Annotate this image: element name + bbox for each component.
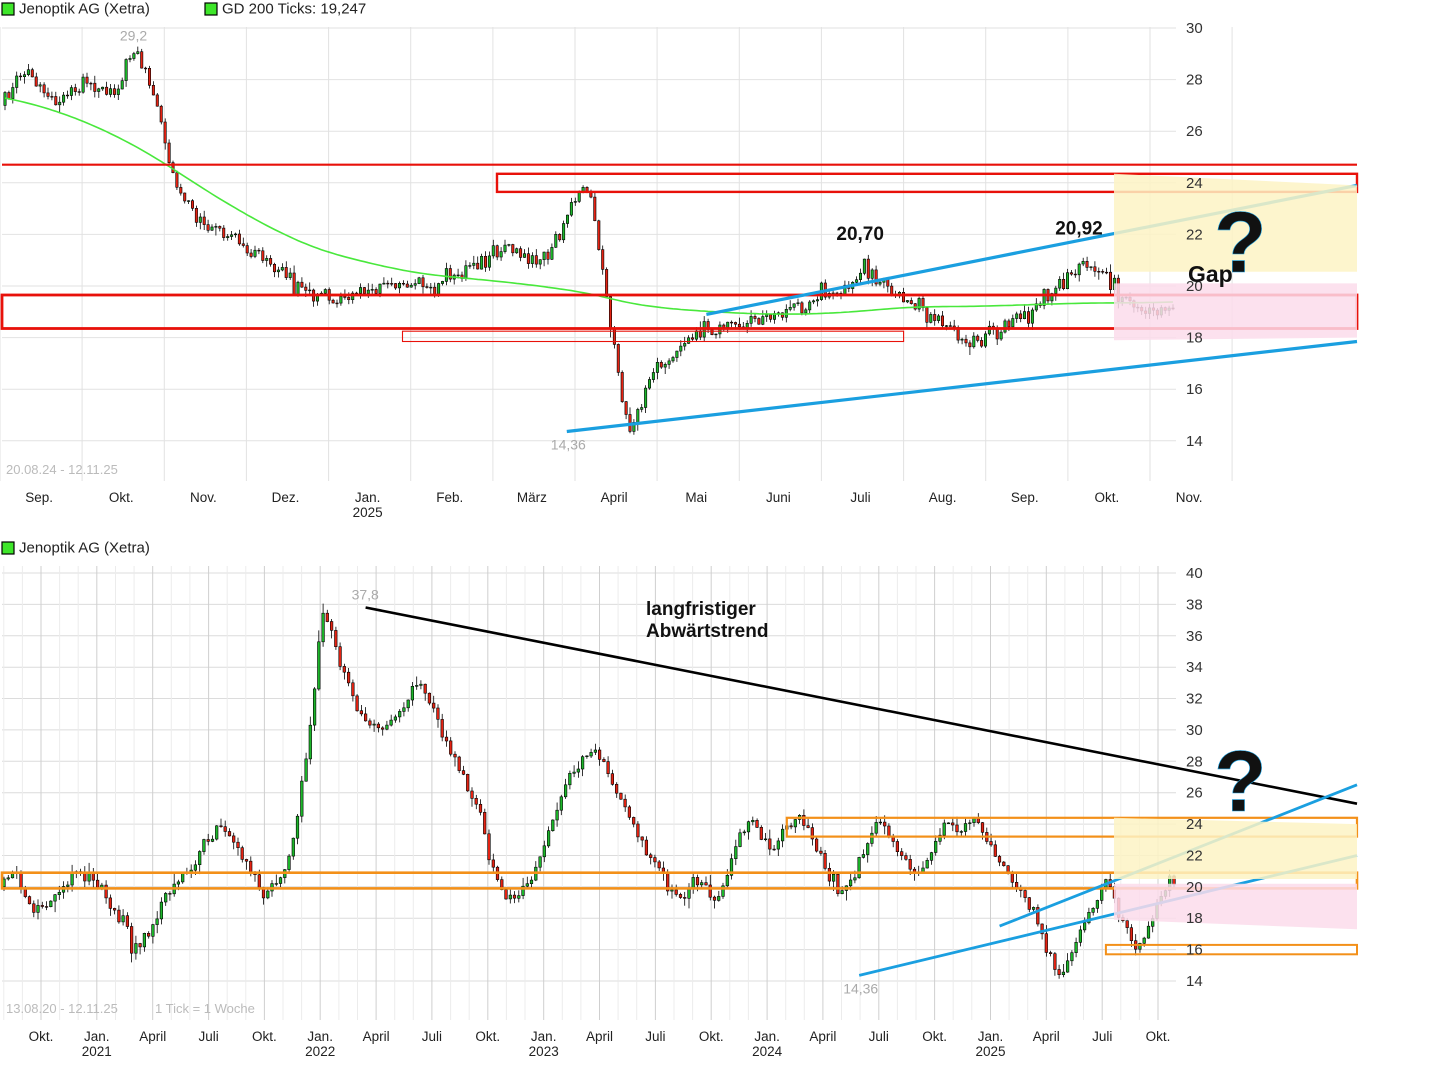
svg-text:April: April (586, 1029, 613, 1044)
svg-text:langfristiger: langfristiger (646, 599, 756, 620)
svg-text:Jan.: Jan. (754, 1029, 780, 1044)
svg-text:24: 24 (1186, 816, 1203, 833)
svg-text:18: 18 (1186, 910, 1203, 927)
svg-text:16: 16 (1186, 942, 1203, 959)
svg-text:Jan.: Jan. (307, 1029, 333, 1044)
svg-text:Dez.: Dez. (272, 490, 300, 505)
svg-text:26: 26 (1186, 123, 1203, 140)
svg-text:18: 18 (1186, 330, 1203, 347)
svg-text:?: ? (1214, 195, 1267, 291)
svg-text:Okt.: Okt. (1146, 1029, 1171, 1044)
svg-text:Jenoptik AG (Xetra): Jenoptik AG (Xetra) (19, 540, 150, 557)
svg-text:Okt.: Okt. (699, 1029, 724, 1044)
svg-text:April: April (1033, 1029, 1060, 1044)
svg-text:Feb.: Feb. (436, 490, 463, 505)
svg-text:22: 22 (1186, 848, 1203, 865)
svg-text:April: April (363, 1029, 390, 1044)
svg-text:Okt.: Okt. (922, 1029, 947, 1044)
svg-text:2025: 2025 (975, 1044, 1005, 1059)
svg-text:34: 34 (1186, 659, 1203, 676)
svg-text:20: 20 (1186, 879, 1203, 896)
svg-text:37,8: 37,8 (352, 587, 379, 603)
svg-text:2025: 2025 (353, 505, 383, 520)
svg-text:April: April (139, 1029, 166, 1044)
svg-text:36: 36 (1186, 628, 1203, 645)
svg-text:24: 24 (1186, 175, 1203, 192)
svg-text:Juli: Juli (850, 490, 870, 505)
svg-text:28: 28 (1186, 72, 1203, 89)
svg-text:Okt.: Okt. (252, 1029, 277, 1044)
svg-text:Okt.: Okt. (475, 1029, 500, 1044)
svg-text:Nov.: Nov. (190, 490, 217, 505)
svg-text:Okt.: Okt. (29, 1029, 54, 1044)
svg-text:GD 200 Ticks: 19,247: GD 200 Ticks: 19,247 (222, 1, 366, 18)
svg-text:?: ? (1214, 734, 1267, 830)
svg-text:Sep.: Sep. (25, 490, 53, 505)
svg-text:Jan.: Jan. (355, 490, 381, 505)
svg-text:14,36: 14,36 (551, 437, 586, 453)
svg-text:Juli: Juli (198, 1029, 218, 1044)
svg-text:16: 16 (1186, 381, 1203, 398)
svg-text:26: 26 (1186, 785, 1203, 802)
svg-text:30: 30 (1186, 722, 1203, 739)
svg-text:Nov.: Nov. (1176, 490, 1203, 505)
svg-text:Aug.: Aug. (929, 490, 957, 505)
svg-text:32: 32 (1186, 691, 1203, 708)
svg-text:20.08.24 - 12.11.25: 20.08.24 - 12.11.25 (6, 462, 118, 477)
svg-text:2021: 2021 (82, 1044, 112, 1059)
svg-text:2023: 2023 (529, 1044, 559, 1059)
svg-text:Juli: Juli (1092, 1029, 1112, 1044)
svg-text:22: 22 (1186, 226, 1203, 243)
svg-text:20,92: 20,92 (1055, 218, 1103, 239)
svg-text:Mai: Mai (685, 490, 707, 505)
svg-text:Jenoptik AG (Xetra): Jenoptik AG (Xetra) (19, 1, 150, 18)
svg-text:April: April (601, 490, 628, 505)
svg-text:Juni: Juni (766, 490, 791, 505)
svg-text:1 Tick = 1 Woche: 1 Tick = 1 Woche (155, 1001, 255, 1016)
svg-text:14,36: 14,36 (843, 980, 878, 996)
svg-text:14: 14 (1186, 973, 1203, 990)
svg-text:28: 28 (1186, 753, 1203, 770)
svg-text:Jan.: Jan. (531, 1029, 557, 1044)
svg-text:Jan.: Jan. (978, 1029, 1004, 1044)
svg-text:März: März (517, 490, 547, 505)
svg-text:Sep.: Sep. (1011, 490, 1039, 505)
svg-text:30: 30 (1186, 20, 1203, 37)
svg-text:2024: 2024 (752, 1044, 783, 1059)
svg-text:38: 38 (1186, 596, 1203, 613)
svg-text:Juli: Juli (422, 1029, 442, 1044)
svg-text:Okt.: Okt. (109, 490, 134, 505)
svg-text:13.08.20 - 12.11.25: 13.08.20 - 12.11.25 (6, 1001, 118, 1016)
svg-text:29,2: 29,2 (120, 28, 147, 44)
svg-text:Juli: Juli (869, 1029, 889, 1044)
svg-text:Okt.: Okt. (1095, 490, 1120, 505)
svg-text:40: 40 (1186, 565, 1203, 582)
svg-text:2022: 2022 (305, 1044, 335, 1059)
svg-text:Juli: Juli (645, 1029, 665, 1044)
svg-text:Abwärtstrend: Abwärtstrend (646, 621, 768, 642)
svg-text:April: April (809, 1029, 836, 1044)
svg-text:20,70: 20,70 (836, 224, 884, 245)
svg-text:Jan.: Jan. (84, 1029, 110, 1044)
svg-text:14: 14 (1186, 433, 1203, 450)
